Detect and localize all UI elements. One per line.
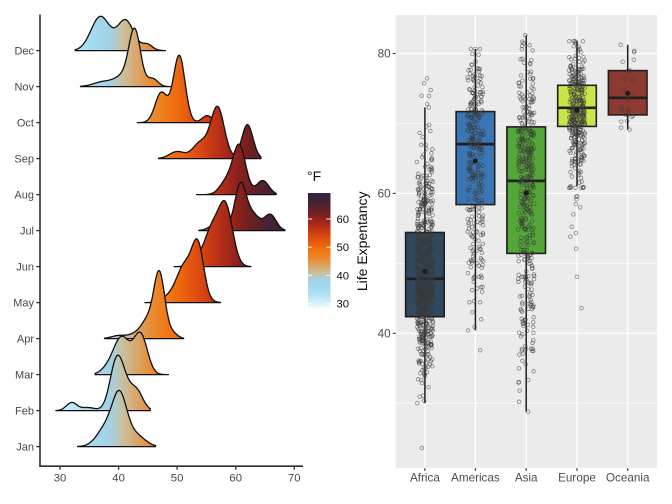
- svg-text:60: 60: [337, 214, 350, 226]
- svg-text:30: 30: [54, 473, 67, 485]
- svg-text:Jan: Jan: [16, 441, 34, 453]
- svg-text:Asia: Asia: [515, 472, 538, 485]
- svg-text:Feb: Feb: [15, 405, 34, 417]
- svg-text:°F: °F: [307, 168, 321, 184]
- svg-text:May: May: [13, 297, 34, 309]
- svg-text:Jul: Jul: [20, 225, 34, 237]
- svg-text:30: 30: [337, 299, 350, 311]
- svg-text:50: 50: [171, 473, 184, 485]
- svg-text:80: 80: [378, 48, 392, 61]
- svg-text:Life Expentancy: Life Expentancy: [354, 191, 370, 291]
- svg-text:Dec: Dec: [14, 45, 34, 57]
- svg-text:50: 50: [337, 242, 350, 254]
- svg-text:70: 70: [288, 473, 301, 485]
- svg-text:Americas: Americas: [451, 472, 500, 485]
- svg-text:Oct: Oct: [17, 117, 34, 129]
- svg-text:40: 40: [112, 473, 125, 485]
- svg-text:Oceania: Oceania: [606, 472, 650, 485]
- svg-text:Mar: Mar: [15, 369, 34, 381]
- svg-text:Apr: Apr: [17, 333, 34, 345]
- svg-text:40: 40: [378, 328, 392, 341]
- svg-text:Africa: Africa: [410, 472, 440, 485]
- svg-text:Sep: Sep: [14, 153, 34, 165]
- svg-text:Europe: Europe: [558, 472, 596, 485]
- svg-text:Aug: Aug: [14, 189, 34, 201]
- svg-text:Nov: Nov: [14, 81, 34, 93]
- svg-text:60: 60: [229, 473, 242, 485]
- svg-text:Jun: Jun: [16, 261, 34, 273]
- svg-text:60: 60: [378, 188, 392, 201]
- svg-text:40: 40: [337, 270, 350, 282]
